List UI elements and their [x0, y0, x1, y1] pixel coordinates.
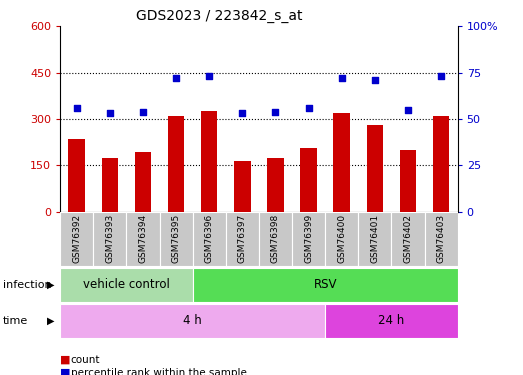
Bar — [160, 212, 192, 266]
Text: ■: ■ — [60, 368, 71, 375]
Text: RSV: RSV — [313, 279, 337, 291]
Text: GSM76400: GSM76400 — [337, 213, 346, 262]
Bar — [334, 113, 350, 212]
Bar — [201, 111, 218, 212]
Bar — [292, 212, 325, 266]
Point — [238, 111, 246, 117]
Text: GSM76401: GSM76401 — [370, 213, 379, 262]
Point — [139, 109, 147, 115]
Text: GSM76395: GSM76395 — [172, 213, 180, 263]
Text: count: count — [71, 355, 100, 365]
Bar — [60, 212, 93, 266]
Bar — [135, 152, 151, 212]
Text: GSM76396: GSM76396 — [204, 213, 214, 263]
Text: GSM76399: GSM76399 — [304, 213, 313, 263]
Text: ■: ■ — [60, 355, 71, 365]
Text: GSM76393: GSM76393 — [105, 213, 115, 263]
Text: vehicle control: vehicle control — [83, 279, 170, 291]
Text: ▶: ▶ — [48, 280, 55, 290]
Bar — [101, 158, 118, 212]
Bar — [93, 212, 127, 266]
Bar — [325, 212, 358, 266]
Bar — [234, 161, 251, 212]
Text: 4 h: 4 h — [183, 314, 202, 327]
Text: GDS2023 / 223842_s_at: GDS2023 / 223842_s_at — [137, 9, 303, 23]
Bar — [127, 212, 160, 266]
Text: time: time — [3, 316, 28, 326]
Text: GSM76394: GSM76394 — [139, 213, 147, 262]
Bar — [425, 212, 458, 266]
Point — [371, 77, 379, 83]
Bar — [226, 212, 259, 266]
Bar — [400, 150, 416, 212]
Bar — [69, 139, 85, 212]
Point — [172, 75, 180, 81]
Text: 24 h: 24 h — [378, 314, 404, 327]
Point — [73, 105, 81, 111]
Bar — [391, 212, 425, 266]
Text: infection: infection — [3, 280, 51, 290]
Bar — [259, 212, 292, 266]
Bar — [60, 268, 192, 302]
Bar — [433, 116, 449, 212]
Bar — [168, 116, 185, 212]
Bar — [60, 304, 325, 338]
Point — [205, 74, 213, 80]
Text: GSM76403: GSM76403 — [437, 213, 446, 262]
Text: GSM76397: GSM76397 — [238, 213, 247, 263]
Bar — [300, 148, 317, 212]
Bar — [358, 212, 391, 266]
Bar — [325, 304, 458, 338]
Text: GSM76392: GSM76392 — [72, 213, 81, 262]
Bar — [267, 158, 283, 212]
Text: ▶: ▶ — [48, 316, 55, 326]
Point — [106, 111, 114, 117]
Bar — [192, 212, 226, 266]
Text: GSM76398: GSM76398 — [271, 213, 280, 263]
Text: GSM76402: GSM76402 — [403, 213, 413, 262]
Point — [271, 109, 280, 115]
Bar — [367, 125, 383, 212]
Point — [337, 75, 346, 81]
Bar — [192, 268, 458, 302]
Point — [437, 74, 445, 80]
Text: percentile rank within the sample: percentile rank within the sample — [71, 368, 246, 375]
Point — [304, 105, 313, 111]
Point — [404, 107, 412, 113]
